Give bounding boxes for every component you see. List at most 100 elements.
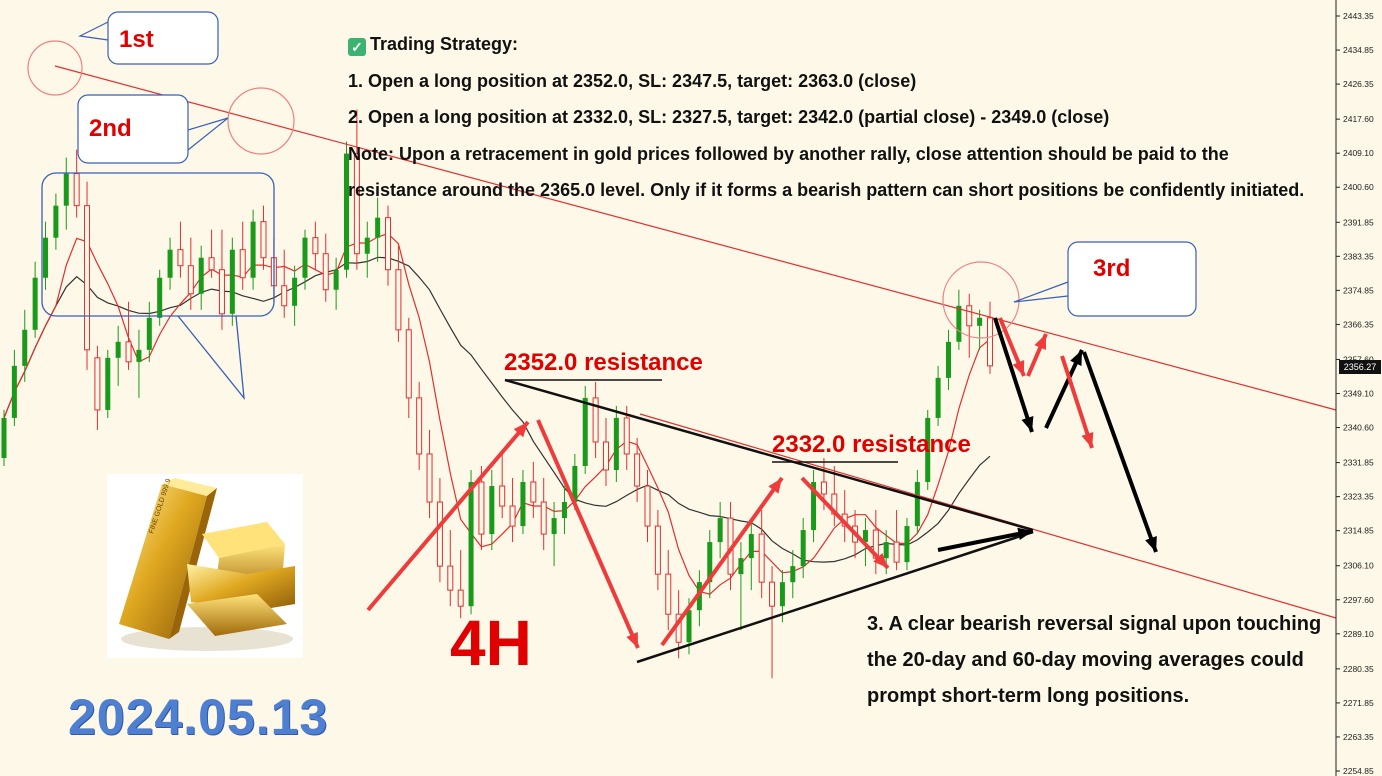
y-tick-label: 2349.10 [1343, 389, 1374, 399]
ma20-path [3, 233, 991, 595]
label-2nd: 2nd [89, 115, 132, 142]
y-tick-label: 2391.85 [1343, 217, 1374, 227]
apex-arrow [937, 529, 1034, 552]
y-tick-label: 2314.85 [1343, 526, 1374, 536]
ma60-path [3, 256, 991, 563]
candle-body [157, 277, 163, 318]
candle-body [436, 501, 443, 567]
y-tick-label: 2289.10 [1343, 629, 1374, 639]
candle-body [634, 453, 641, 487]
candle-body [105, 357, 111, 410]
y-tick-label: 2434.85 [1343, 45, 1374, 55]
candle-body [540, 501, 547, 535]
candle-body [333, 269, 339, 290]
price-axis: 2443.35 2434.85 2426.35 2417.60 2409.10 2400.… [1335, 0, 1374, 776]
up-arrow-2 [660, 476, 784, 647]
candle-body [292, 277, 298, 306]
y-tick-label: 2263.35 [1343, 732, 1374, 742]
consolidation-tail [177, 315, 245, 401]
current-price-tag: 2356.27 [1339, 360, 1381, 374]
candle-body [447, 565, 454, 591]
peak-circle [27, 40, 83, 96]
y-tick-label: 2306.10 [1343, 561, 1374, 571]
candle-body [987, 317, 993, 367]
y-tick-label: 2297.60 [1343, 595, 1374, 605]
candle-body [686, 610, 692, 643]
candle-body [260, 221, 267, 259]
candle-body [945, 341, 951, 378]
trading-strategy: ✓ Trading Strategy: 1. Open a long positi… [348, 26, 1318, 209]
gold-bars-icon: FINE GOLD 999.9 [119, 478, 295, 651]
candle-body [405, 329, 412, 399]
y-tick-label: 2280.35 [1343, 664, 1374, 674]
y-tick-label: 2366.35 [1343, 319, 1374, 329]
upper-trendline [54, 65, 1337, 411]
label-1st: 1st [119, 26, 154, 53]
candle-body [22, 329, 28, 366]
date-label: 2024.05.13 [68, 689, 329, 745]
candle-body [811, 482, 817, 531]
y-tick-label: 2271.85 [1343, 698, 1374, 708]
red-drop-2-head [1081, 432, 1094, 448]
candle-body [820, 481, 827, 495]
candle-body [956, 305, 962, 342]
candle-body [63, 173, 69, 206]
candle-body [561, 502, 567, 519]
red-drop-2 [1060, 355, 1094, 449]
candle-body [1, 417, 7, 458]
y-tick-label: 2254.85 [1343, 766, 1374, 776]
candle-body [364, 237, 370, 254]
down-arrow-2-head [873, 553, 888, 568]
candle-body [125, 341, 132, 363]
triangle-lower [636, 530, 1034, 664]
candle-body [208, 257, 215, 271]
candle-body [904, 526, 910, 563]
candle-body [790, 566, 796, 583]
down-arrow-1-head [626, 632, 638, 648]
candle-body [758, 533, 765, 583]
y-tick-label: 2443.35 [1343, 11, 1374, 21]
candle-body [312, 237, 319, 255]
black-drop-1-head [1021, 416, 1034, 432]
candle-body [73, 173, 80, 207]
candle-body [738, 558, 744, 575]
candle-body [862, 530, 868, 543]
down-arrow-2 [800, 476, 890, 570]
resistance-2352-label: 2352.0 resistance [504, 349, 703, 376]
strategy-note: Note: Upon a retracement in gold prices … [348, 143, 1305, 201]
y-tick-label: 2323.35 [1343, 492, 1374, 502]
annotations [27, 11, 1337, 664]
candle-body [167, 249, 173, 278]
black-drop-2-head [1145, 536, 1157, 552]
callout-tail [187, 117, 229, 151]
candle-body [344, 153, 350, 270]
candle-body [935, 377, 941, 418]
check-icon: ✓ [348, 38, 366, 56]
candle-body [281, 285, 288, 307]
gold-bars-image: FINE GOLD 999.9 [107, 474, 303, 658]
callout-tail [1013, 281, 1069, 303]
candle-body [84, 205, 91, 351]
y-tick-label: 2374.85 [1343, 285, 1374, 295]
y-tick-label: 2417.60 [1343, 114, 1374, 124]
candle-body [665, 573, 672, 615]
candle-body [748, 534, 754, 559]
candle-body [977, 317, 983, 326]
ma60-line [3, 256, 991, 563]
timeframe-label: 4H [450, 607, 532, 679]
candle-body [582, 397, 588, 466]
up-arrow-1-head [513, 422, 528, 438]
apex-arrow-head [1017, 527, 1033, 540]
candle-body [375, 217, 381, 238]
candle-body [250, 221, 256, 278]
red-rise-head [1034, 334, 1046, 350]
candle-body [769, 581, 776, 607]
peak-circle [227, 87, 295, 155]
candle-body [551, 518, 557, 535]
candle-body [779, 582, 785, 607]
candle-body [239, 249, 246, 279]
candle-body [468, 482, 474, 607]
y-tick-label: 2357.60 [1343, 354, 1374, 364]
callout-tail [78, 21, 109, 41]
candle-body [457, 589, 464, 607]
